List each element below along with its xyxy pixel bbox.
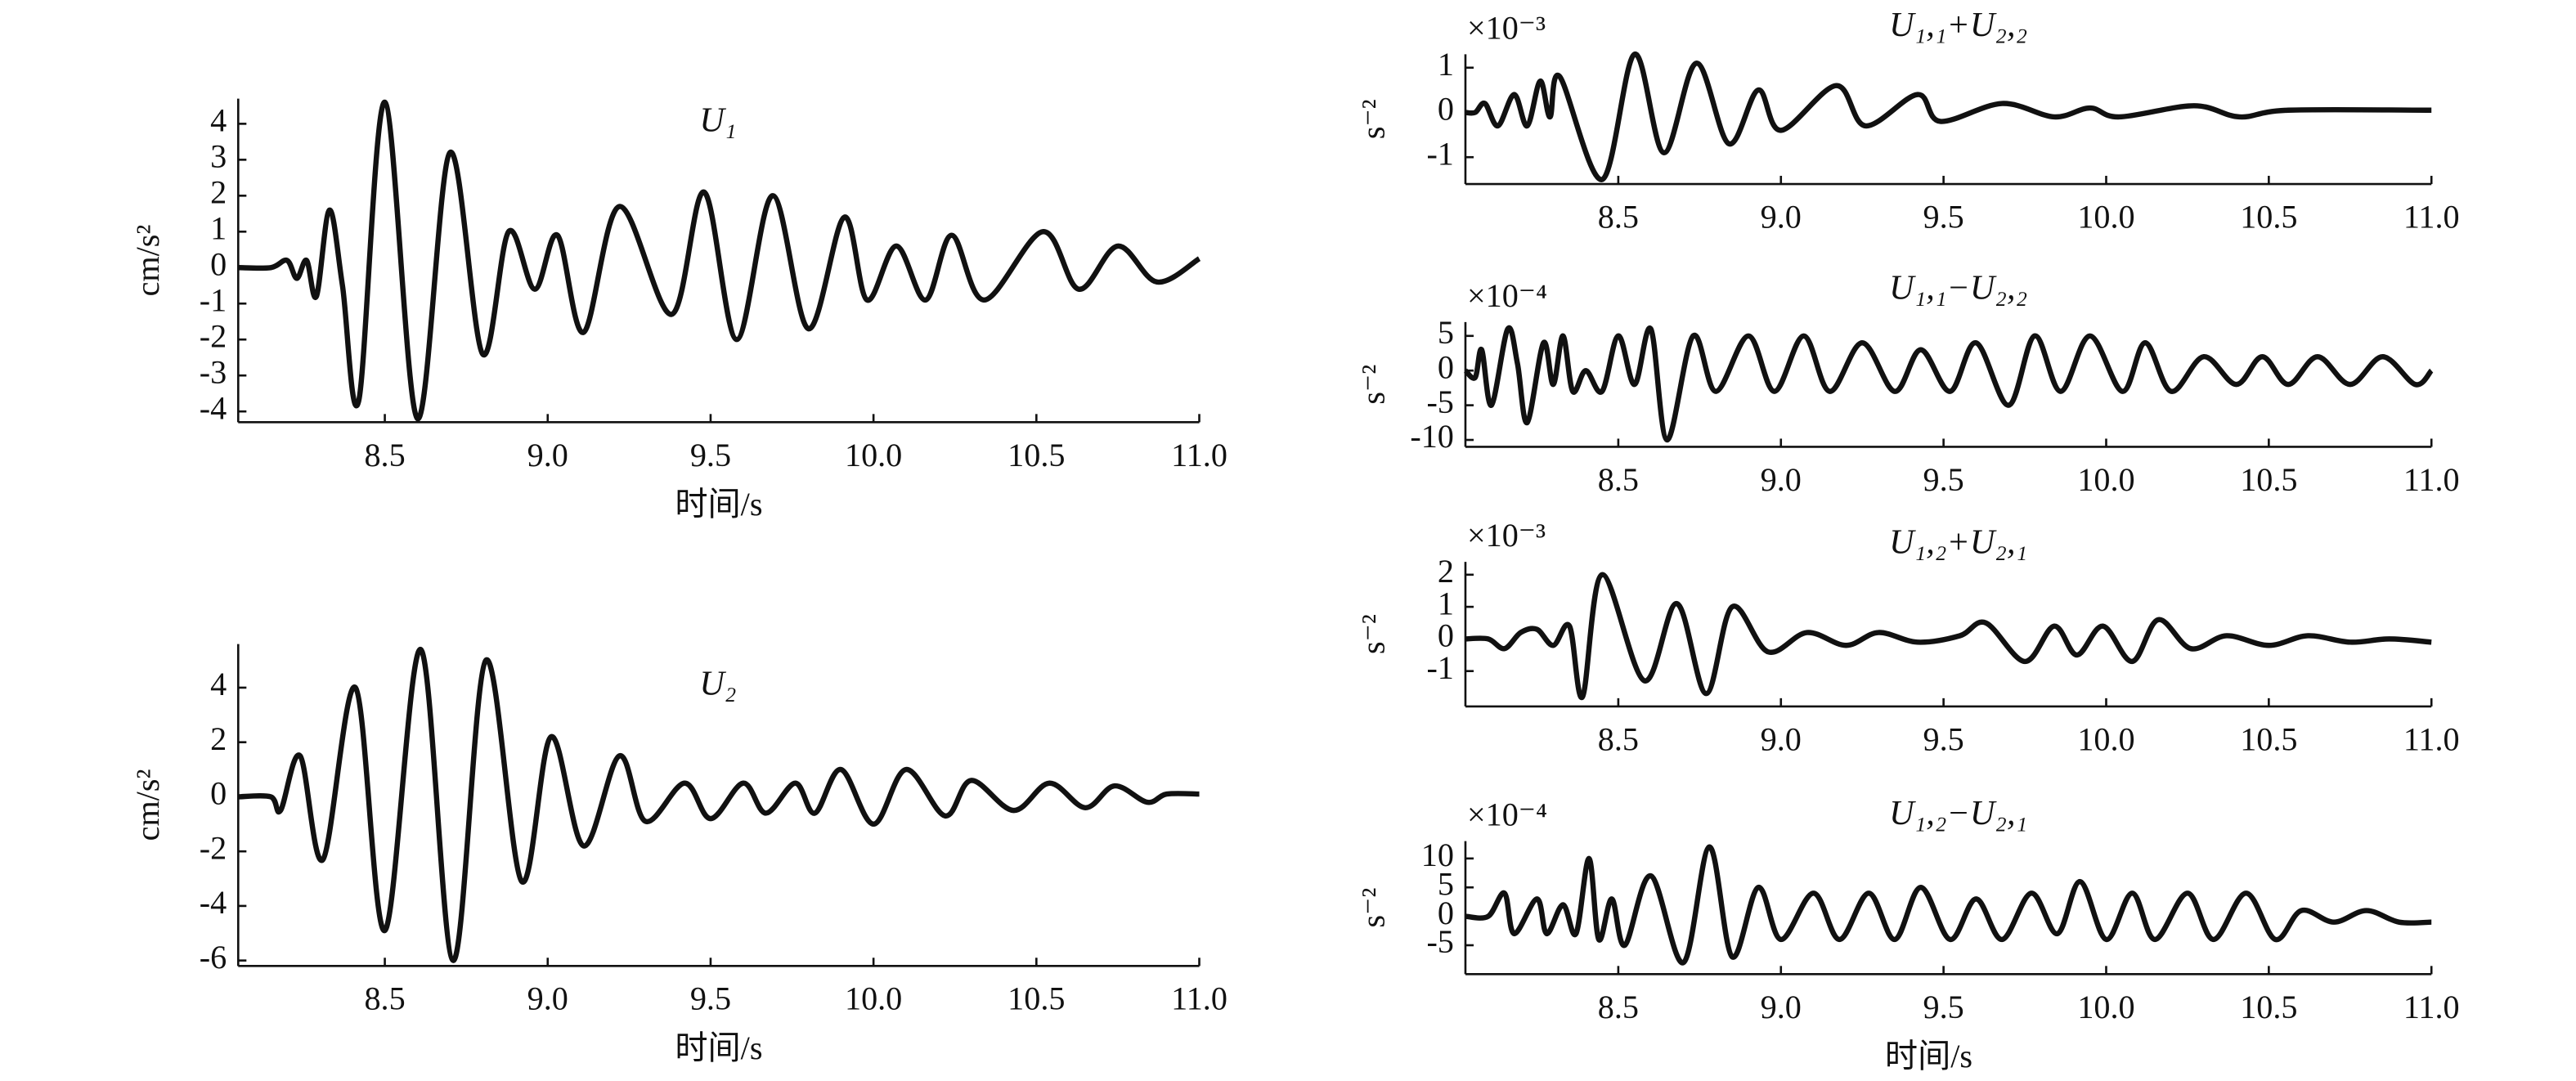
y-axis-label: cm/s² bbox=[129, 769, 166, 841]
x-tick-label: 8.5 bbox=[364, 980, 405, 1017]
x-tick-label: 9.5 bbox=[1923, 461, 1964, 498]
y-multiplier: ×10⁻⁴ bbox=[1467, 796, 1547, 833]
y-tick-label: -3 bbox=[200, 353, 227, 390]
y-tick-label: 5 bbox=[1438, 314, 1454, 351]
y-tick-label: 4 bbox=[210, 102, 227, 139]
y-tick-label: -2 bbox=[200, 317, 227, 354]
subplot: -10-505 8.5 9.0 9.5 10.0 10.5 11.0 U₁,₁−U₂,₂ ×10… bbox=[1355, 268, 2460, 498]
x-tick-label: 10.5 bbox=[1008, 980, 1065, 1017]
waveform-line bbox=[1465, 52, 2432, 182]
x-tick-label: 10.0 bbox=[2077, 989, 2134, 1025]
y-tick-label: 0 bbox=[1438, 91, 1454, 128]
y-tick-label: 1 bbox=[210, 210, 227, 247]
y-tick-label: -1 bbox=[200, 281, 227, 318]
subplot-title: U₂ bbox=[699, 664, 736, 702]
y-tick-label: -5 bbox=[1426, 384, 1453, 420]
x-tick-label: 11.0 bbox=[2403, 461, 2460, 498]
y-tick-label: 0 bbox=[1438, 617, 1454, 654]
y-tick-label: 0 bbox=[210, 775, 227, 812]
y-tick-label: -4 bbox=[200, 389, 227, 426]
x-tick-label: 8.5 bbox=[1598, 989, 1639, 1025]
y-tick-label: 2 bbox=[1438, 553, 1454, 590]
subplot: -1 0 1 8.5 9.0 9.5 10.0 10.5 11.0 U₁,₁+U₂,₂ ×10⁻³ s… bbox=[1355, 6, 2460, 235]
x-tick-label: 10.5 bbox=[2240, 461, 2297, 498]
subplot-title: U₁,₁+U₂,₂ bbox=[1889, 6, 2027, 44]
x-tick-label: 10.0 bbox=[845, 980, 902, 1017]
x-axis-label: 时间/s bbox=[675, 486, 762, 523]
x-tick-label: 9.5 bbox=[690, 437, 731, 473]
y-tick-label: 2 bbox=[210, 174, 227, 211]
x-tick-label: 9.5 bbox=[1923, 720, 1964, 757]
x-tick-label: 10.0 bbox=[2077, 461, 2134, 498]
x-tick-label: 11.0 bbox=[2403, 198, 2460, 235]
y-tick-label: -6 bbox=[200, 939, 227, 976]
subplot-title: U₁,₁−U₂,₂ bbox=[1889, 268, 2027, 307]
x-tick-label: 10.0 bbox=[845, 437, 902, 473]
y-tick-label: 5 bbox=[1438, 865, 1454, 902]
x-tick-label: 11.0 bbox=[1171, 437, 1227, 473]
y-tick-label: -1 bbox=[1426, 135, 1453, 172]
x-tick-label: 8.5 bbox=[1598, 720, 1639, 757]
x-axis-label: 时间/s bbox=[675, 1029, 762, 1066]
subplot-title: U₁,₂+U₂,₁ bbox=[1889, 523, 2027, 562]
y-tick-label: 1 bbox=[1438, 585, 1454, 621]
y-tick-label: 0 bbox=[1438, 348, 1454, 385]
y-tick-label: -2 bbox=[200, 829, 227, 866]
x-axis-label: 时间/s bbox=[1885, 1038, 1972, 1074]
y-tick-label: 0 bbox=[210, 245, 227, 282]
x-tick-label: 9.5 bbox=[1923, 989, 1964, 1025]
x-tick-label: 9.0 bbox=[1761, 461, 1802, 498]
x-tick-label: 9.0 bbox=[1761, 989, 1802, 1025]
waveform-line bbox=[1465, 572, 2432, 700]
y-tick-label: -10 bbox=[1410, 418, 1454, 455]
x-tick-label: 10.0 bbox=[2077, 720, 2134, 757]
waveform-line bbox=[238, 647, 1200, 963]
y-tick-label: 2 bbox=[210, 720, 227, 757]
x-tick-label: 9.5 bbox=[690, 980, 731, 1017]
y-tick-label: 10 bbox=[1421, 837, 1454, 873]
x-tick-label: 8.5 bbox=[1598, 198, 1639, 235]
y-axis-label: s⁻² bbox=[1355, 888, 1392, 928]
x-tick-label: 11.0 bbox=[1171, 980, 1227, 1017]
x-tick-label: 10.0 bbox=[2077, 198, 2134, 235]
x-tick-label: 10.5 bbox=[1008, 437, 1065, 473]
x-tick-label: 11.0 bbox=[2403, 720, 2460, 757]
x-tick-label: 8.5 bbox=[1598, 461, 1639, 498]
subplot: -6 -4 -2 0 2 4 8.5 9.0 9.5 10.0 10.5 11.0 U₂ cm/s² 时间/… bbox=[129, 644, 1227, 1066]
subplot-title: U₁ bbox=[699, 101, 736, 139]
y-axis-label: cm/s² bbox=[129, 225, 166, 297]
x-tick-label: 10.5 bbox=[2240, 198, 2297, 235]
y-multiplier: ×10⁻⁴ bbox=[1467, 277, 1547, 314]
x-tick-label: 9.0 bbox=[1761, 198, 1802, 235]
y-tick-label: -5 bbox=[1426, 923, 1453, 960]
x-tick-label: 10.5 bbox=[2240, 989, 2297, 1025]
y-axis-label: s⁻² bbox=[1355, 99, 1392, 139]
x-tick-label: 9.5 bbox=[1923, 198, 1964, 235]
y-tick-label: -4 bbox=[200, 884, 227, 921]
y-multiplier: ×10⁻³ bbox=[1467, 9, 1546, 46]
x-tick-label: 9.0 bbox=[1761, 720, 1802, 757]
waveform-line bbox=[238, 99, 1201, 422]
y-tick-label: 1 bbox=[1438, 46, 1454, 83]
y-tick-label: 0 bbox=[1438, 895, 1454, 931]
y-axis-label: s⁻² bbox=[1355, 365, 1392, 405]
x-tick-label: 11.0 bbox=[2403, 989, 2460, 1025]
x-tick-label: 9.0 bbox=[527, 980, 568, 1017]
waveform-line bbox=[1463, 325, 2434, 443]
x-tick-label: 9.0 bbox=[527, 437, 568, 473]
y-multiplier: ×10⁻³ bbox=[1467, 517, 1546, 554]
y-axis-label: s⁻² bbox=[1355, 614, 1392, 654]
y-tick-label: 4 bbox=[210, 666, 227, 702]
waveform-line bbox=[1465, 844, 2432, 966]
y-tick-label: 3 bbox=[210, 138, 227, 175]
subplot-title: U₁,₂−U₂,₁ bbox=[1889, 794, 2027, 832]
x-tick-label: 10.5 bbox=[2240, 720, 2297, 757]
x-tick-label: 8.5 bbox=[364, 437, 405, 473]
y-tick-label: -1 bbox=[1426, 649, 1453, 686]
